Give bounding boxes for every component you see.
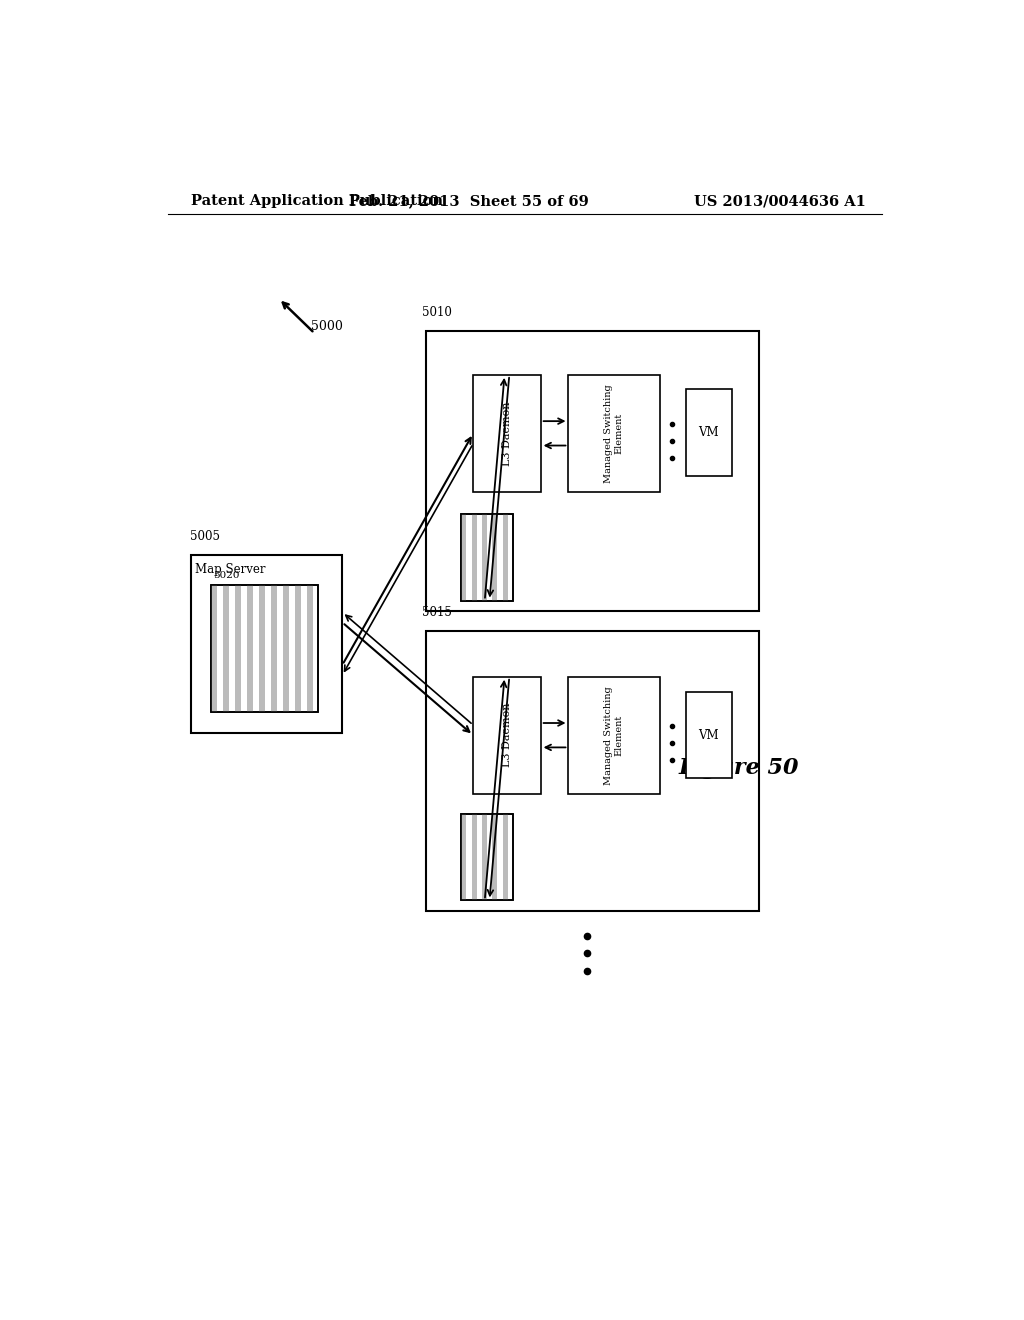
Bar — [473, 375, 541, 492]
Bar — [223, 585, 229, 713]
Bar — [686, 389, 732, 475]
Bar — [270, 585, 276, 713]
Bar — [473, 677, 541, 793]
Bar — [686, 692, 732, 779]
Bar — [259, 585, 265, 713]
Bar — [461, 515, 467, 601]
Bar — [211, 585, 318, 713]
Bar — [461, 515, 513, 601]
Text: L3 Daemon: L3 Daemon — [502, 401, 512, 466]
Bar — [211, 585, 318, 713]
Bar — [461, 814, 513, 900]
Text: 5010: 5010 — [422, 306, 452, 319]
Text: VM: VM — [698, 426, 719, 438]
Text: L3 Daemon: L3 Daemon — [502, 704, 512, 767]
Text: US 2013/0044636 A1: US 2013/0044636 A1 — [694, 194, 866, 209]
Bar — [568, 677, 659, 793]
Bar — [461, 814, 513, 900]
Bar — [461, 515, 513, 601]
Text: Managed Switching
Element: Managed Switching Element — [604, 384, 624, 483]
Bar — [568, 375, 659, 492]
Bar — [191, 554, 342, 733]
Bar — [503, 515, 508, 601]
Bar — [493, 814, 498, 900]
Bar — [295, 585, 301, 713]
Text: 5015: 5015 — [422, 606, 452, 619]
Text: Figure 50: Figure 50 — [679, 758, 800, 779]
Bar — [461, 814, 467, 900]
Text: 5000: 5000 — [310, 319, 342, 333]
Text: Feb. 21, 2013  Sheet 55 of 69: Feb. 21, 2013 Sheet 55 of 69 — [349, 194, 589, 209]
Bar — [482, 814, 487, 900]
Bar — [426, 631, 759, 911]
Bar — [472, 515, 477, 601]
Bar — [211, 585, 217, 713]
Bar — [503, 814, 508, 900]
Text: VM: VM — [698, 729, 719, 742]
Text: Patent Application Publication: Patent Application Publication — [191, 194, 443, 209]
Bar — [283, 585, 289, 713]
Bar — [493, 515, 498, 601]
Text: Managed Switching
Element: Managed Switching Element — [604, 686, 624, 784]
Bar — [306, 585, 312, 713]
Bar — [236, 585, 241, 713]
Text: Map Server: Map Server — [196, 562, 266, 576]
Bar — [426, 331, 759, 611]
Bar — [472, 814, 477, 900]
Text: 5005: 5005 — [189, 529, 220, 543]
Text: 5020: 5020 — [213, 572, 240, 581]
Bar — [482, 515, 487, 601]
Bar — [247, 585, 253, 713]
